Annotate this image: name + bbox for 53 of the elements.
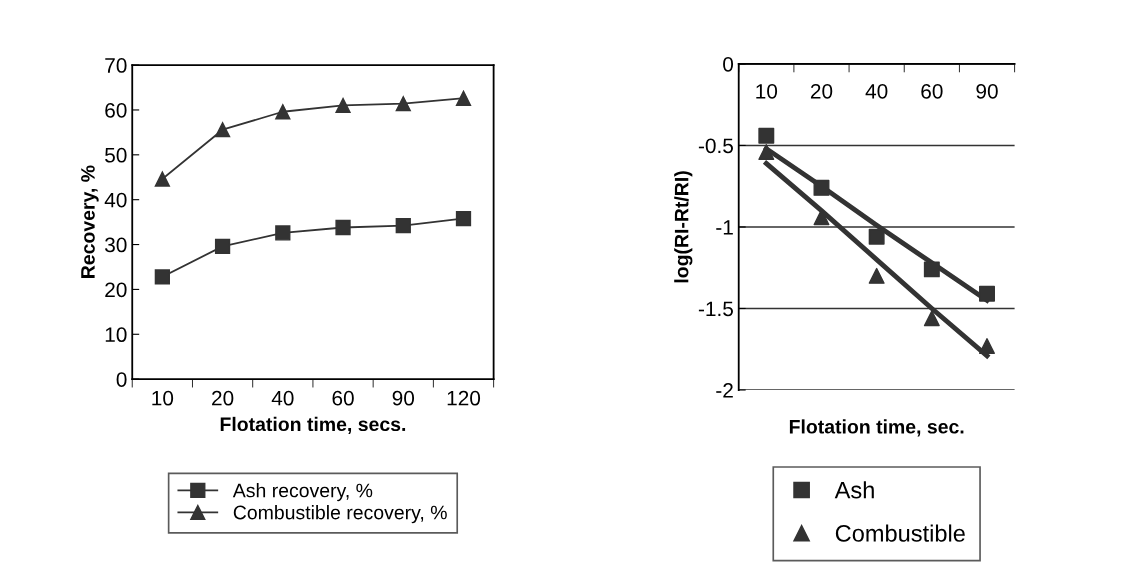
x-tick-label: 60 <box>332 390 354 406</box>
x-tick-label: 120 <box>447 390 481 406</box>
x-axis-title: Flotation time, secs. <box>220 416 406 434</box>
point <box>868 228 885 245</box>
x-tick-label: 10 <box>152 390 174 406</box>
point <box>335 219 351 236</box>
y-tick-label: 40 <box>104 192 127 208</box>
legend-label: Ash <box>834 481 874 499</box>
point <box>923 310 940 327</box>
x-tick-label: 10 <box>756 83 778 99</box>
x-tick-label: 20 <box>810 83 833 99</box>
point <box>455 90 472 106</box>
x-tick-label: 20 <box>212 390 234 406</box>
point <box>275 225 291 241</box>
y-tick-label: -0.5 <box>698 138 733 154</box>
point <box>979 285 995 302</box>
legend-label: Combustible recovery, % <box>233 505 447 524</box>
legend-label: Ash recovery, % <box>232 483 373 502</box>
point <box>154 269 170 285</box>
point <box>214 238 231 254</box>
x-tick-label: 40 <box>865 83 888 99</box>
y-tick-label: 50 <box>105 147 127 163</box>
x-axis-title: Flotation time, sec. <box>789 419 964 437</box>
y-tick-label: -1.5 <box>698 301 733 317</box>
point <box>275 104 291 120</box>
x-tick-label: 90 <box>976 83 998 99</box>
y-tick-label: 0 <box>723 56 734 72</box>
point <box>758 144 775 160</box>
x-tick-label: 40 <box>271 390 294 406</box>
y-tick-label: 30 <box>105 237 127 253</box>
point <box>868 267 885 284</box>
x-tick-label: 60 <box>921 83 943 99</box>
point <box>813 179 830 196</box>
point <box>395 218 411 234</box>
y-tick-label: 60 <box>105 102 127 118</box>
y-axis-title: log(RI-Rt/RI) <box>674 171 693 283</box>
y-tick-label: -1 <box>716 220 733 235</box>
point <box>154 171 170 187</box>
y-tick-label: 10 <box>105 327 127 343</box>
point <box>395 96 411 112</box>
legend-label: Combustible <box>835 524 965 542</box>
point <box>214 122 231 138</box>
y-tick-label: 20 <box>105 282 127 298</box>
y-tick-label: -2 <box>716 382 733 398</box>
y-tick-label: 0 <box>116 372 127 387</box>
x-tick-label: 90 <box>392 390 415 406</box>
point <box>758 127 775 144</box>
point <box>923 261 940 278</box>
point <box>979 337 995 354</box>
y-axis-title: Recovery, % <box>81 165 99 278</box>
point <box>455 210 472 227</box>
y-tick-label: 70 <box>105 58 127 73</box>
point <box>335 97 351 114</box>
